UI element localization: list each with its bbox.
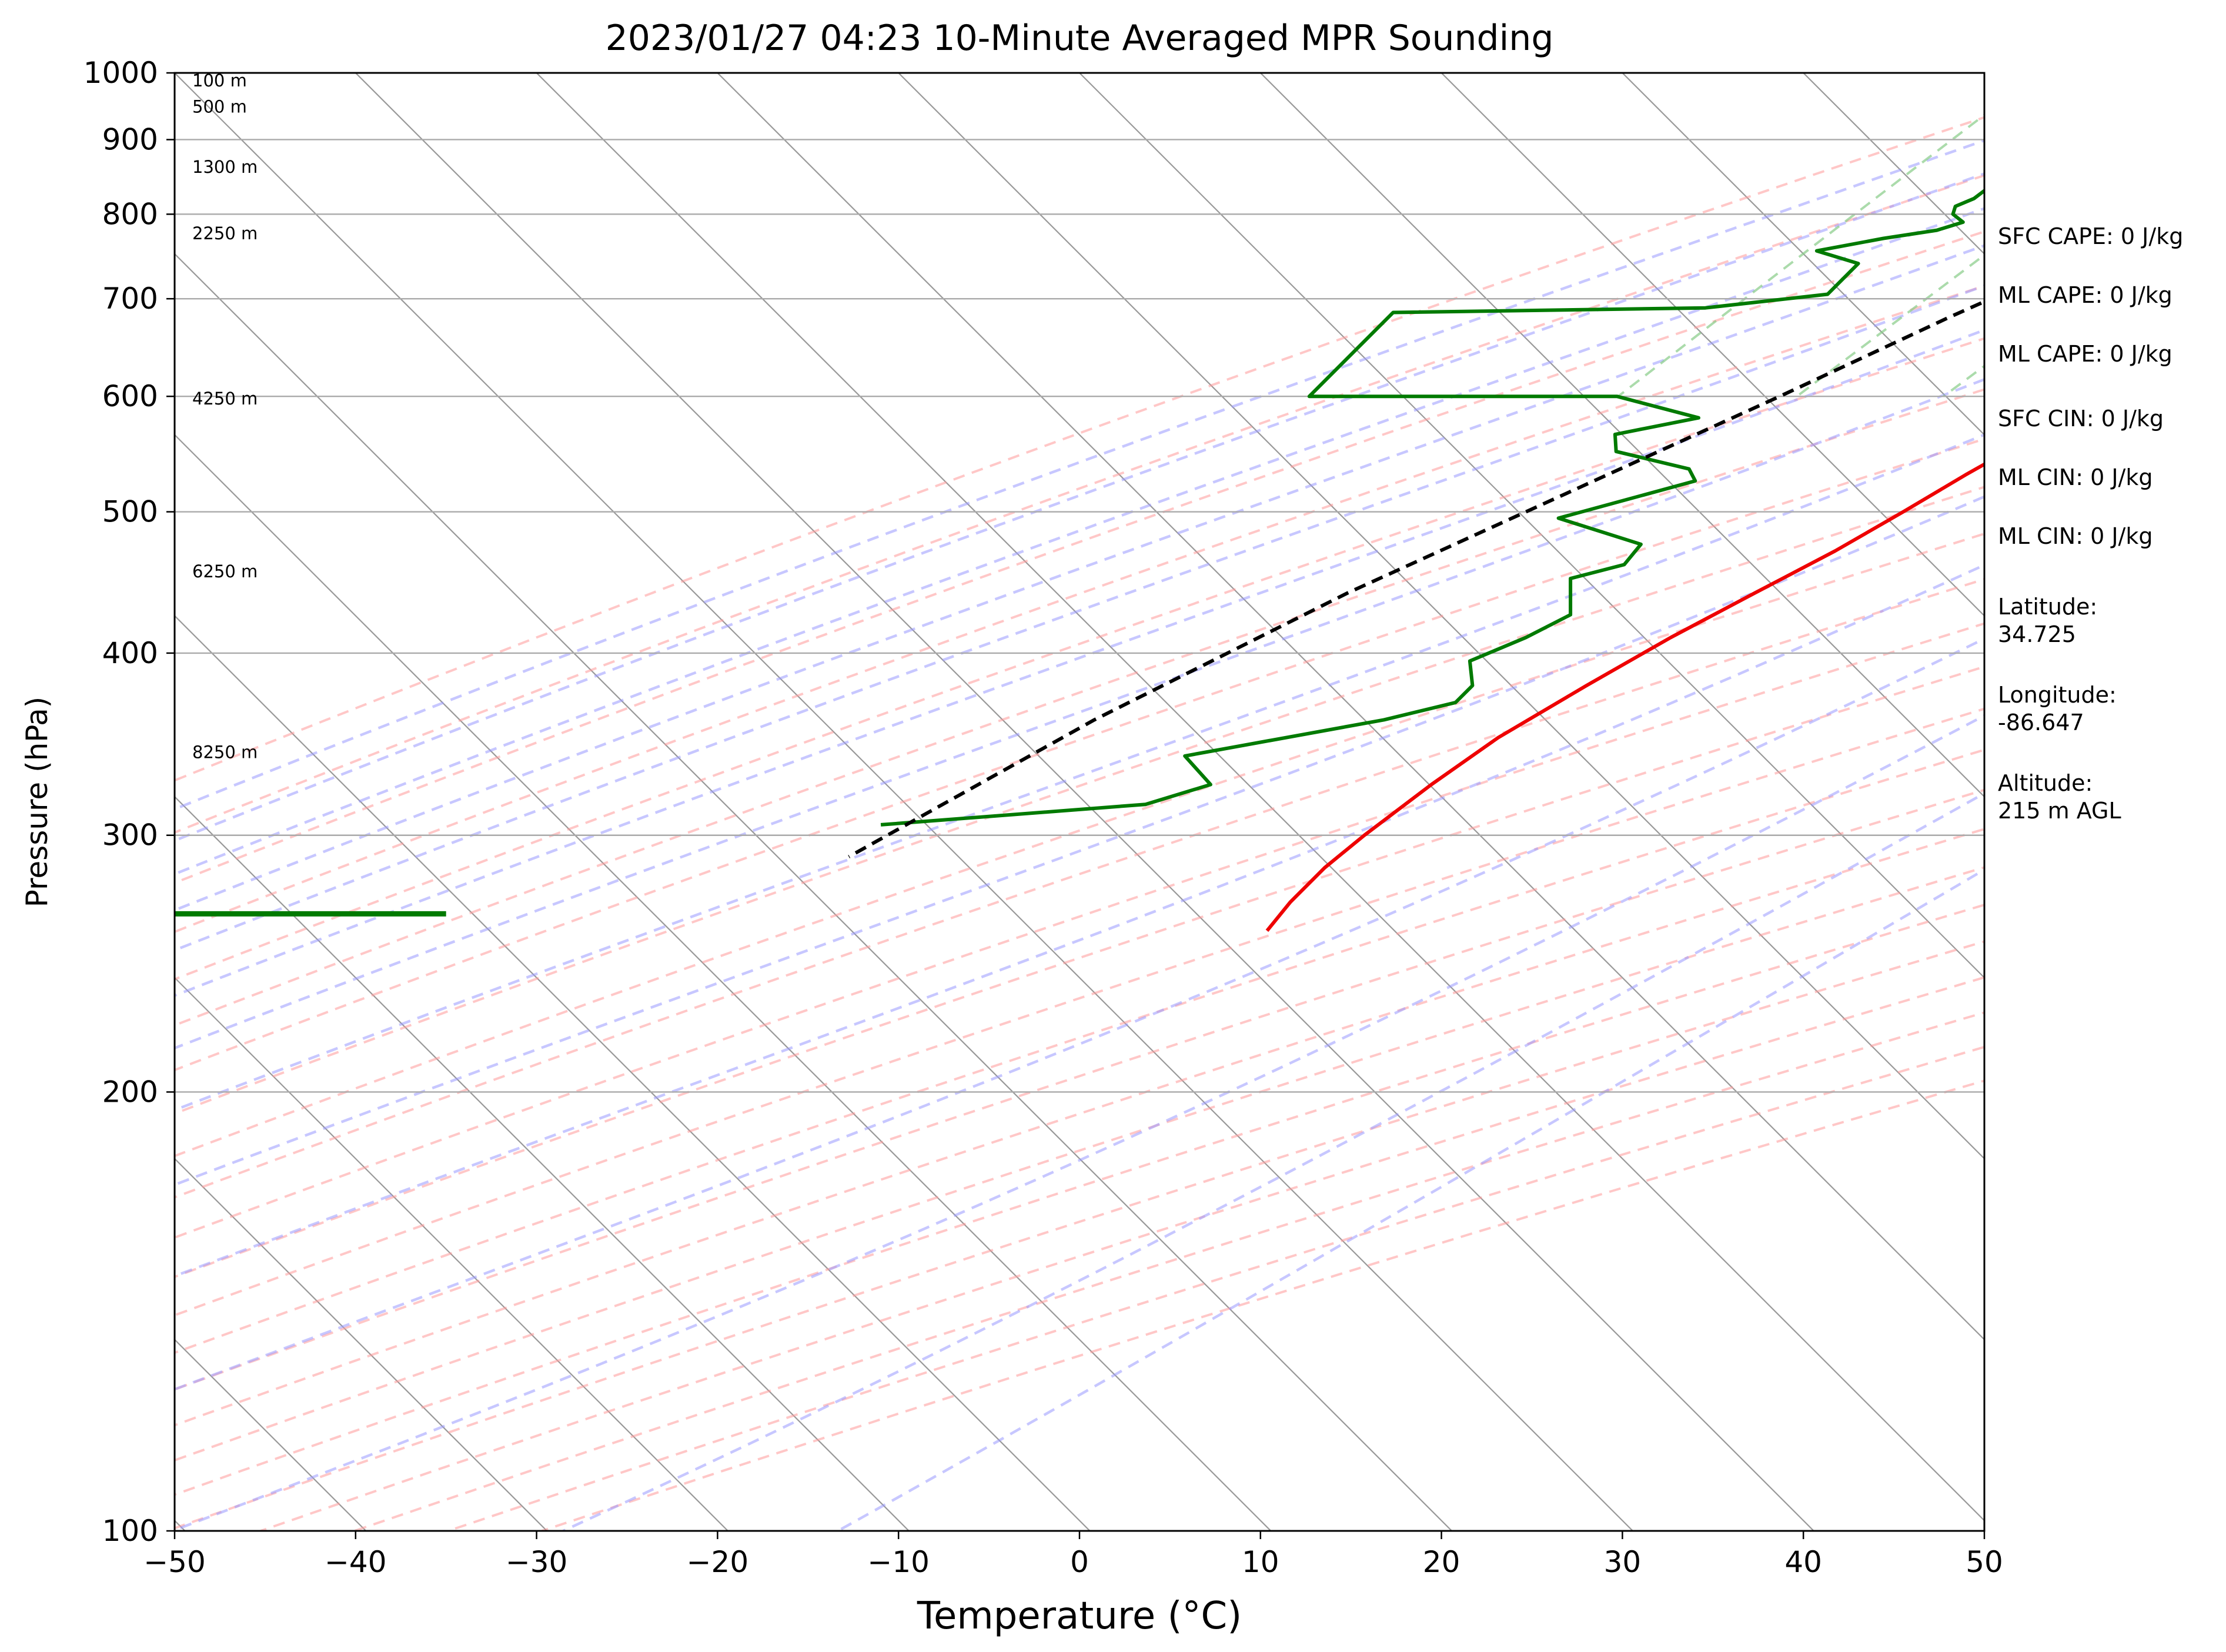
isotherm-line — [355, 73, 1814, 1531]
annotation-line: Longitude: — [1998, 682, 2117, 708]
parcel-line — [848, 299, 1984, 858]
moist-adiabat-line — [175, 244, 1984, 912]
annotation-text: Longitude: -86.647 — [1998, 682, 2117, 735]
moist-adiabat-line — [175, 139, 1984, 811]
annotation-text: Altitude: 215 m AGL — [1998, 770, 2121, 824]
dry-adiabat-line — [175, 665, 1984, 1279]
dry-adiabat-line — [175, 707, 1984, 1317]
y-tick-label: 100 — [102, 1514, 158, 1548]
x-tick-label: 50 — [1966, 1545, 2003, 1579]
dry-adiabat-line — [175, 904, 1984, 1496]
isotherm-line — [898, 73, 1984, 1160]
annotation-text: ML CIN: 0 J/kg — [1998, 523, 2153, 549]
isotherm-line — [717, 73, 1984, 1341]
height-label: 2250 m — [192, 223, 258, 243]
x-tick-label: −20 — [687, 1545, 749, 1579]
height-label: 6250 m — [192, 561, 258, 581]
x-tick-label: 30 — [1604, 1545, 1642, 1579]
y-tick-label: 700 — [102, 282, 158, 316]
dry-adiabat-line — [175, 174, 1984, 834]
dry-adiabat-line — [175, 116, 1984, 782]
height-labels: 100 m 500 m 1300 m 2250 m 4250 m 6250 m 8250 m — [192, 71, 258, 763]
y-tick-label: 1000 — [83, 56, 158, 90]
annotation-text: SFC CIN: 0 J/kg — [1998, 406, 2164, 432]
isotherm-line — [175, 434, 1272, 1531]
dry-adiabat-line — [175, 866, 1984, 1462]
y-tick-label: 900 — [102, 122, 158, 156]
isotherm-line — [175, 1158, 547, 1531]
height-label: 8250 m — [192, 743, 258, 763]
isotherm-line — [1260, 73, 1984, 798]
annotations: SFC CAPE: 0 J/kg ML CAPE: 0 J/kg ML CAPE: … — [1998, 223, 2183, 824]
annotation-line: SFC CAPE: 0 J/kg — [1998, 223, 2183, 249]
dry-adiabat-line — [175, 940, 1984, 1530]
isotherm-line — [175, 795, 910, 1531]
dry-adiabat-line — [175, 828, 1984, 1427]
dewpoint-line — [880, 188, 1984, 827]
x-axis-label: Temperature (°C) — [917, 1594, 1242, 1638]
dry-adiabat-line — [175, 285, 1984, 934]
isotherm-line — [1440, 73, 1984, 617]
x-tick-label: −30 — [506, 1545, 568, 1579]
isotherm-line — [536, 73, 1984, 1521]
annotation-text: ML CIN: 0 J/kg — [1998, 464, 2153, 490]
y-tick-label: 200 — [102, 1075, 158, 1109]
annotation-line: ML CIN: 0 J/kg — [1998, 464, 2153, 490]
annotation-text: ML CAPE: 0 J/kg — [1998, 341, 2172, 367]
annotation-text: Latitude: 34.725 — [1998, 594, 2097, 647]
pressure-grid — [175, 139, 1984, 1093]
x-tick-label: 40 — [1784, 1545, 1822, 1579]
annotation-line: Altitude: — [1998, 770, 2093, 796]
annotation-line: ML CAPE: 0 J/kg — [1998, 341, 2172, 367]
mixing-ratio-line — [1796, 253, 1984, 397]
y-tick-label: 500 — [102, 495, 158, 529]
moist-adiabat-line — [175, 637, 1984, 1391]
profiles — [175, 188, 1984, 932]
moist-adiabat-line — [175, 377, 1984, 1050]
isotherm-line — [1622, 73, 1984, 436]
y-tick-label: 800 — [102, 197, 158, 231]
moist-adiabat-line — [175, 714, 1984, 1531]
x-tick-label: −10 — [867, 1545, 930, 1579]
moist-adiabat-line — [175, 495, 1984, 1186]
y-tick-label: 600 — [102, 379, 158, 413]
height-label: 1300 m — [192, 157, 258, 177]
annotation-line: 34.725 — [1998, 621, 2076, 647]
annotation-line: Latitude: — [1998, 594, 2097, 620]
x-tick-label: 0 — [1070, 1545, 1089, 1579]
annotation-text: ML CAPE: 0 J/kg — [1998, 282, 2172, 308]
isotherm-line — [1079, 73, 1984, 979]
dry-adiabat-line — [175, 788, 1984, 1391]
x-tick-label: −40 — [325, 1545, 387, 1579]
temperature-line — [1265, 462, 1984, 932]
isotherm-line — [175, 977, 728, 1531]
annotation-line: SFC CIN: 0 J/kg — [1998, 406, 2164, 432]
dry-adiabat-line — [175, 337, 1984, 981]
x-tick-label: 10 — [1242, 1545, 1279, 1579]
background-lines — [175, 73, 1984, 1531]
chart-title: 2023/01/27 04:23 10-Minute Averaged MPR … — [606, 18, 1554, 59]
dry-adiabat-line — [175, 748, 1984, 1355]
height-label: 100 m — [192, 71, 247, 91]
height-label: 4250 m — [192, 389, 258, 409]
isotherm-line — [175, 253, 1452, 1531]
moist-adiabat-line — [562, 791, 1984, 1531]
y-tick-label: 400 — [102, 636, 158, 670]
height-label: 500 m — [192, 97, 247, 117]
annotation-line: -86.647 — [1998, 710, 2084, 735]
annotation-line: ML CIN: 0 J/kg — [1998, 523, 2153, 549]
x-tick-label: −50 — [143, 1545, 206, 1579]
y-tick-label: 300 — [102, 818, 158, 852]
x-tick-label: 20 — [1423, 1545, 1460, 1579]
moist-adiabat-line — [175, 172, 1984, 842]
annotation-line: ML CAPE: 0 J/kg — [1998, 282, 2172, 308]
dry-adiabat-line — [175, 230, 1984, 884]
y-axis-label: Pressure (hPa) — [20, 697, 54, 908]
annotation-line: 215 m AGL — [1998, 798, 2121, 824]
annotation-text: SFC CAPE: 0 J/kg — [1998, 223, 2183, 249]
